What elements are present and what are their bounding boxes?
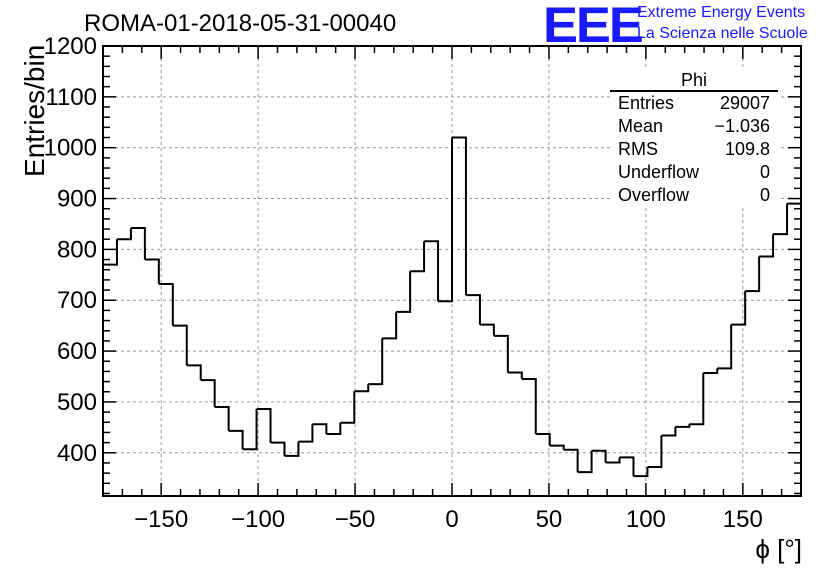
histogram-bin xyxy=(354,384,370,393)
histogram-bin xyxy=(717,324,733,370)
histogram-bin xyxy=(452,136,467,296)
histogram-bin xyxy=(465,294,481,325)
histogram-bin xyxy=(242,409,258,451)
x-tick-label: −50 xyxy=(335,506,376,533)
histogram-bin xyxy=(298,424,314,443)
histogram-bin xyxy=(689,372,705,426)
stats-value: 0 xyxy=(759,162,770,182)
stats-title: Phi xyxy=(610,70,778,92)
histogram-bin xyxy=(130,227,146,260)
histogram-bin xyxy=(619,456,635,477)
stats-value: −1.036 xyxy=(714,116,770,136)
stats-value: 29007 xyxy=(719,93,770,113)
histogram-bin xyxy=(745,256,761,293)
x-tick-label: −150 xyxy=(134,506,188,533)
y-axis-label: Entries/bin xyxy=(19,44,50,177)
histogram-bin xyxy=(661,426,677,437)
histogram-bin xyxy=(479,323,495,336)
y-tick-label: 900 xyxy=(57,186,97,213)
logo-line-1: Extreme Energy Events xyxy=(637,4,806,21)
stats-row: Entries 29007 xyxy=(610,92,778,115)
histogram-bin xyxy=(144,258,160,284)
histogram-bin xyxy=(284,441,300,457)
histogram-bin xyxy=(438,137,453,303)
histogram-bin xyxy=(577,450,593,474)
x-tick-label: 100 xyxy=(626,506,666,533)
stats-label: RMS xyxy=(618,139,658,159)
histogram-bin xyxy=(675,424,691,428)
histogram-bin xyxy=(340,391,356,424)
axis-ticks xyxy=(102,45,802,496)
histogram-bin xyxy=(493,334,509,373)
histogram-bin xyxy=(535,432,551,446)
histogram-bin xyxy=(368,338,384,386)
histogram-bin xyxy=(116,228,132,241)
stats-value: 109.8 xyxy=(724,139,770,159)
histogram-bin xyxy=(326,422,342,435)
histogram-bin xyxy=(647,435,663,469)
histogram-bin xyxy=(549,444,565,450)
x-tick-label: −100 xyxy=(231,506,285,533)
histogram-bin xyxy=(507,371,523,380)
histogram-bin xyxy=(759,234,775,258)
stats-label: Entries xyxy=(618,93,675,113)
histogram-bin xyxy=(158,282,174,326)
stats-value: 0 xyxy=(759,185,770,205)
histogram-bin xyxy=(214,406,230,431)
histogram-bin xyxy=(703,368,719,374)
stats-label: Overflow xyxy=(618,185,690,205)
histogram-bin xyxy=(410,241,426,273)
histogram-bin xyxy=(228,429,244,450)
x-tick-label: 0 xyxy=(445,506,458,533)
y-tick-label: 600 xyxy=(57,338,97,365)
histogram-bin xyxy=(521,378,537,434)
histogram-bin xyxy=(382,311,398,340)
histogram-bin xyxy=(256,408,272,443)
histogram-bin xyxy=(312,423,328,434)
x-tick-labels: −150 −100 −50 0 50 100 150 xyxy=(134,506,763,533)
histogram-bin xyxy=(200,379,216,408)
x-tick-label: 50 xyxy=(536,506,563,533)
histogram-bin xyxy=(773,203,789,236)
histogram-bin xyxy=(424,240,440,302)
histogram-bin xyxy=(396,271,412,313)
histogram-bin xyxy=(172,324,188,366)
stats-row: RMS 109.8 xyxy=(610,138,778,161)
stats-label: Mean xyxy=(618,116,664,136)
stats-row: Underflow 0 xyxy=(610,161,778,184)
stats-row: Overflow 0 xyxy=(610,184,778,207)
stats-row: Mean −1.036 xyxy=(610,115,778,138)
y-tick-label: 500 xyxy=(57,389,97,416)
y-tick-label: 400 xyxy=(57,440,97,467)
histogram-bin xyxy=(563,448,579,473)
y-tick-label: 1200 xyxy=(44,33,97,60)
stats-box: Phi Entries 29007 Mean −1.036 RMS 109.8 … xyxy=(610,70,778,207)
histogram-bars xyxy=(103,136,801,478)
y-tick-label: 1100 xyxy=(45,84,97,111)
histogram-bin xyxy=(731,291,747,326)
y-tick-labels: 400 500 600 700 800 900 1000 1100 1200 xyxy=(44,33,97,467)
histogram-bin xyxy=(270,441,286,456)
histogram-bin xyxy=(103,239,118,266)
y-tick-label: 700 xyxy=(57,287,97,314)
stats-label: Underflow xyxy=(618,162,700,182)
histogram-bin xyxy=(186,364,202,381)
eee-logo: EEE xyxy=(543,0,644,53)
histogram-bin xyxy=(591,449,607,463)
histogram-bin xyxy=(605,457,621,464)
y-tick-label: 800 xyxy=(57,236,97,263)
logo-line-2: La Scienza nelle Scuole xyxy=(637,25,808,42)
y-tick-label: 1000 xyxy=(44,135,97,162)
x-axis-label: ϕ [°] xyxy=(755,534,802,564)
histogram-bin xyxy=(633,467,649,478)
x-tick-label: 150 xyxy=(723,506,763,533)
chart-title: ROMA-01-2018-05-31-00040 xyxy=(84,10,397,37)
